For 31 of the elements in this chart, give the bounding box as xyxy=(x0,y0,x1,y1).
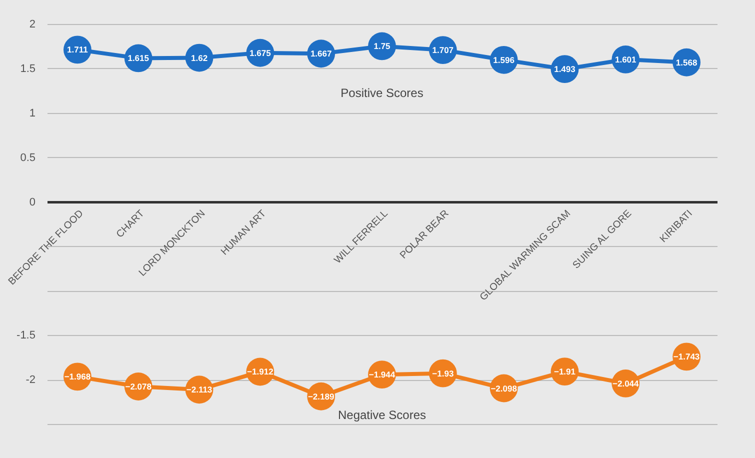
data-label: 1.707 xyxy=(432,45,454,56)
data-label: −2.098 xyxy=(490,383,518,394)
data-label: −1.944 xyxy=(368,370,396,380)
series-label: Positive Scores xyxy=(340,86,424,100)
data-label: 1.667 xyxy=(310,48,332,59)
y-tick-label: -1.5 xyxy=(16,330,36,342)
data-label: 1.568 xyxy=(676,57,698,68)
data-label: −1.91 xyxy=(554,366,576,377)
y-tick-label: 1.5 xyxy=(20,62,36,75)
data-label: −2.078 xyxy=(125,381,152,392)
data-label: −2.189 xyxy=(308,391,334,402)
y-tick-label: 2 xyxy=(29,18,36,30)
y-tick-label: 0 xyxy=(29,196,36,208)
data-label: 1.62 xyxy=(191,52,208,63)
series-label: Negative Scores xyxy=(338,408,426,422)
data-label: −1.743 xyxy=(673,352,700,362)
data-label: −2.044 xyxy=(612,378,640,388)
y-tick-label: 0.5 xyxy=(20,152,36,164)
data-label: 1.675 xyxy=(250,48,272,58)
y-tick-label: -2 xyxy=(26,374,36,386)
data-label: 1.601 xyxy=(614,54,637,64)
data-label: −1.912 xyxy=(247,366,274,377)
data-label: −2.113 xyxy=(186,384,212,395)
data-label: −1.968 xyxy=(64,372,91,382)
y-tick-label: 1 xyxy=(29,107,36,120)
data-label: 1.493 xyxy=(554,64,576,74)
data-label: −1.93 xyxy=(432,368,454,378)
data-label: 1.615 xyxy=(128,53,150,64)
data-label: 1.596 xyxy=(493,54,515,65)
data-label: 1.75 xyxy=(374,41,391,52)
data-label: 1.711 xyxy=(67,44,88,55)
